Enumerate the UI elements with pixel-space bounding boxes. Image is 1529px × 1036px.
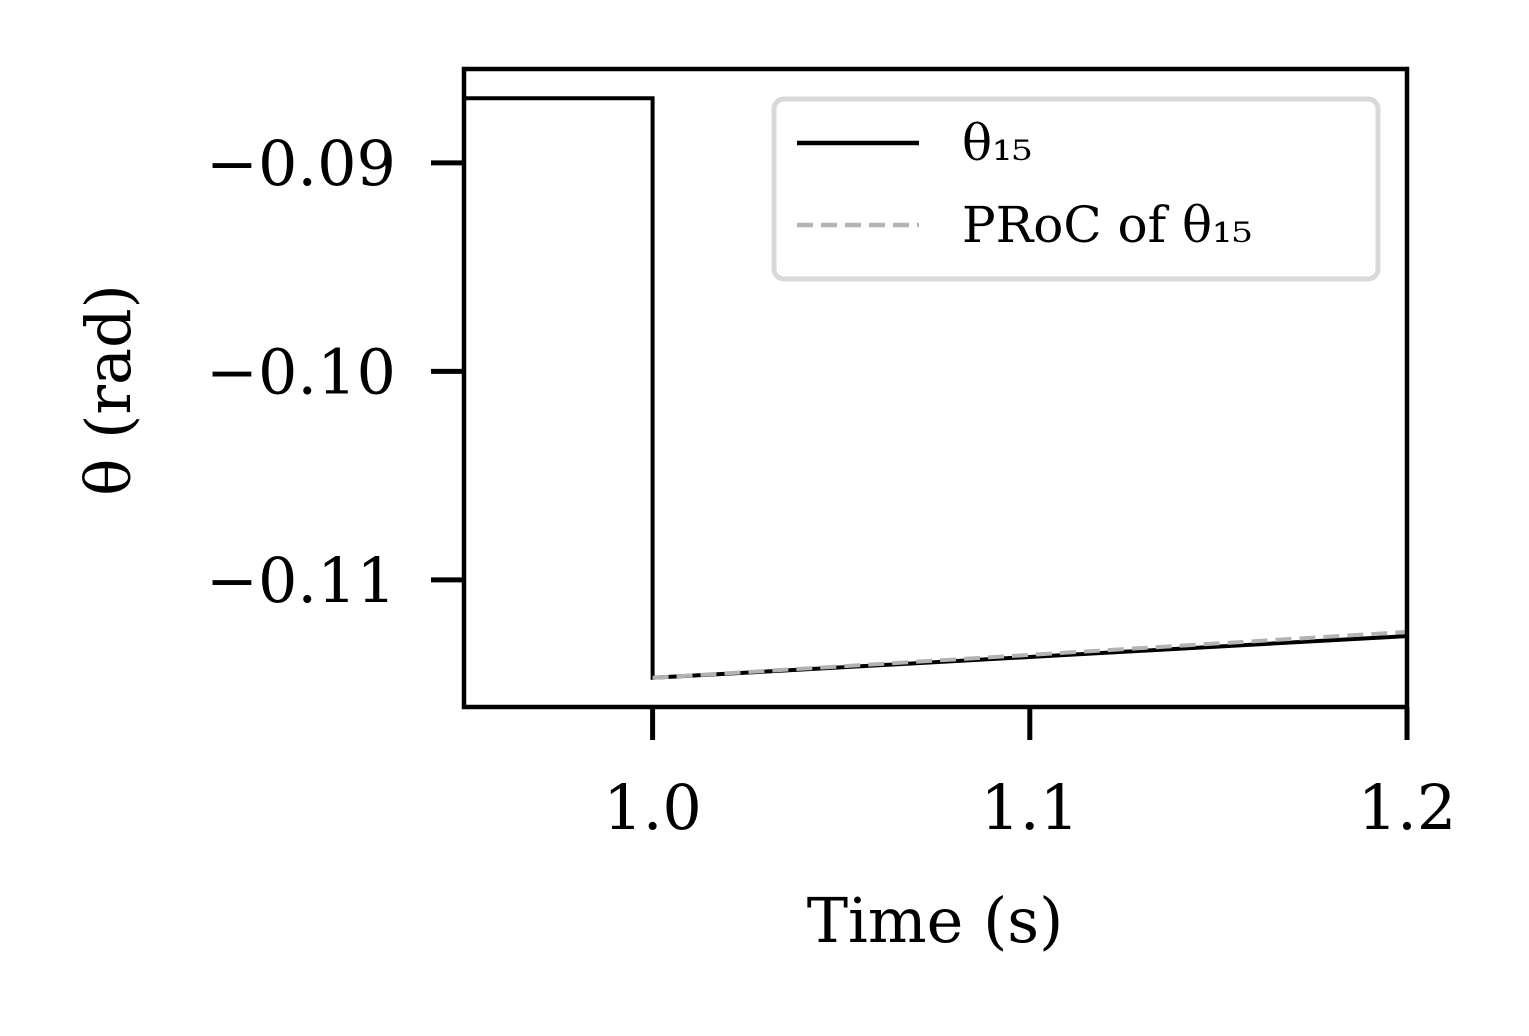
plot-frame (461, 66, 1410, 710)
x-tick-label: 1.1 (980, 771, 1079, 844)
x-tick-label: 1.2 (1358, 771, 1457, 844)
x-axis-label: Time (s) (807, 884, 1064, 957)
y-tick-label: −0.09 (206, 127, 396, 200)
legend-label-proc: PRoC of θ₁₅ (962, 196, 1252, 254)
y-axis-label: θ (rad) (72, 284, 145, 496)
series-layer (464, 96, 1408, 680)
y-tick-label: −0.10 (206, 335, 396, 408)
series-line-0 (464, 96, 1408, 680)
legend: θ₁₅ PRoC of θ₁₅ (771, 96, 1381, 282)
ticks-layer: 1.0 1.1 1.2 −0.09 −0.10 −0.11 (206, 127, 1456, 844)
legend-label-theta15: θ₁₅ (962, 114, 1032, 172)
y-tick-label: −0.11 (206, 544, 396, 617)
series-line-1 (652, 629, 1408, 680)
x-tick-label: 1.0 (603, 771, 702, 844)
legend-box (771, 96, 1381, 282)
